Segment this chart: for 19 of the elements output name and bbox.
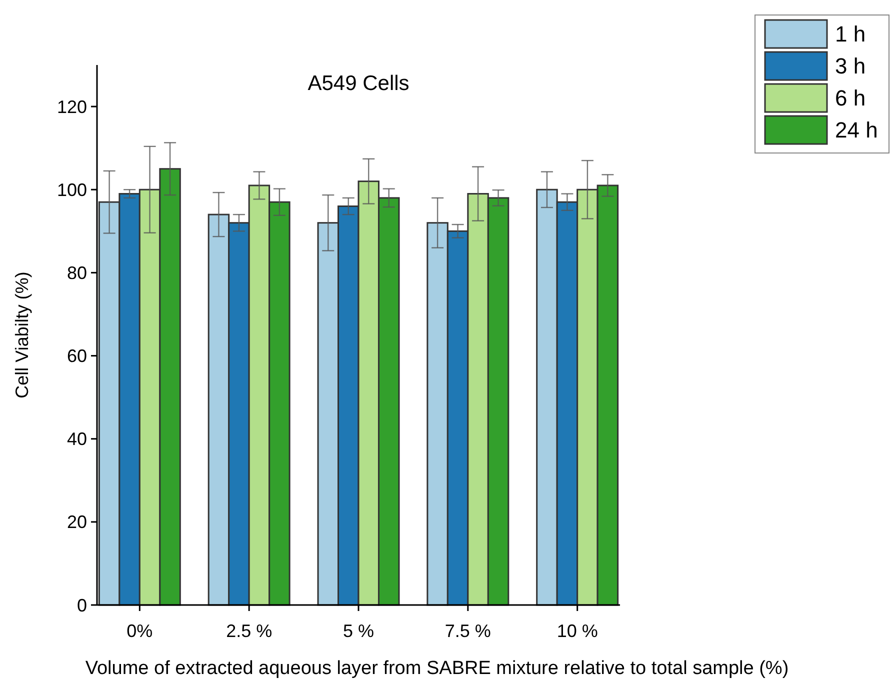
- legend-label: 3 h: [835, 54, 866, 79]
- chart-title: A549 Cells: [308, 72, 410, 95]
- x-axis-title: Volume of extracted aqueous layer from SABRE mixture relative to total sample (%): [85, 658, 789, 679]
- legend-label: 24 h: [835, 118, 878, 143]
- y-tick-label: 40: [66, 429, 87, 450]
- y-tick-label: 60: [66, 346, 87, 366]
- x-tick-label: 2.5 %: [226, 621, 272, 641]
- y-axis-title: Cell Viabilty (%): [12, 272, 32, 398]
- y-tick-label: 100: [56, 180, 87, 200]
- x-tick-label: 0%: [126, 621, 153, 641]
- x-tick-label: 7.5 %: [444, 621, 491, 641]
- y-tick-label: 20: [66, 512, 87, 532]
- x-tick-label: 5 %: [342, 621, 374, 641]
- y-tick-label: 80: [66, 262, 87, 283]
- legend-label: 6 h: [835, 86, 866, 111]
- x-tick-label: 10 %: [556, 621, 598, 641]
- y-tick-label: 0: [76, 595, 87, 616]
- legend-label: 1 h: [835, 22, 866, 47]
- y-tick-label: 120: [56, 96, 87, 117]
